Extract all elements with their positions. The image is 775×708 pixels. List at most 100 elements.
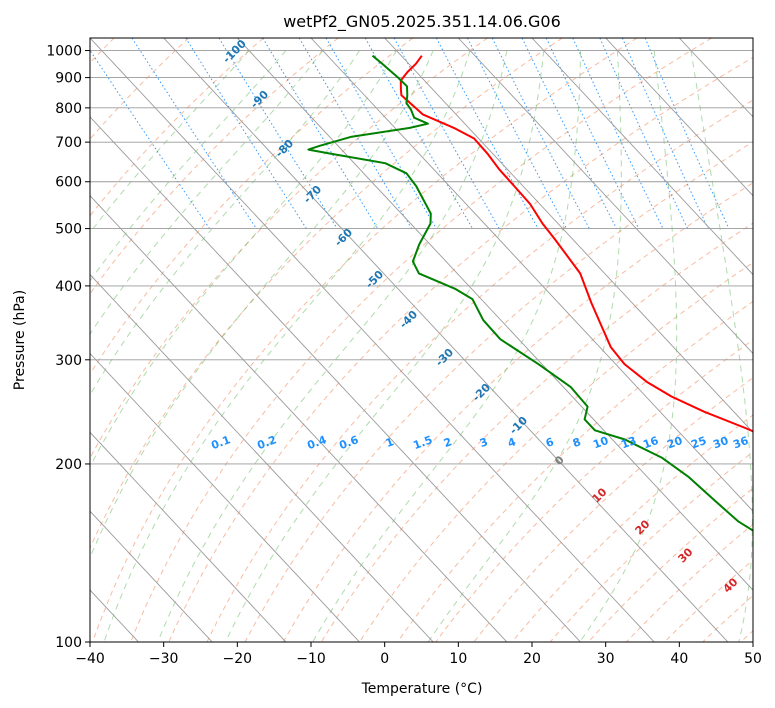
isotherm — [90, 38, 655, 642]
line-labels: -100-90-80-70-60-50-40-30-20-10010203040… — [209, 37, 750, 596]
isotherm — [310, 38, 753, 512]
x-tick-label: 40 — [670, 651, 688, 667]
isotherm — [90, 510, 213, 642]
x-tick-label: 10 — [449, 651, 467, 667]
y-tick-label: 1000 — [46, 44, 82, 60]
isotherm — [90, 273, 434, 642]
mixing-ratio-line — [644, 38, 730, 229]
y-axis-label: Pressure (hPa) — [12, 290, 28, 390]
dry-adiabat — [244, 141, 753, 642]
profile-series — [307, 54, 753, 532]
adiabat-label: 30 — [676, 545, 696, 565]
moist-adiabat — [103, 50, 471, 642]
mixing-ratio-label: 10 — [591, 434, 610, 452]
mixing-ratio-line — [491, 38, 590, 229]
adiabat-label: 0 — [552, 453, 567, 468]
x-tick-label: −10 — [296, 651, 326, 667]
dry-adiabat — [740, 630, 753, 642]
mixing-ratio-line — [185, 38, 307, 229]
isotherm — [605, 38, 753, 197]
dry-adiabat — [206, 99, 753, 642]
dry-adiabat — [90, 38, 264, 217]
x-tick-label: −20 — [223, 651, 253, 667]
dry-adiabat — [90, 38, 414, 375]
x-axis-ticks: −40 −30 −20 −10 0 10 20 30 40 50 — [75, 642, 762, 667]
mixing-ratio-label: 4 — [506, 435, 518, 450]
isotherm — [0, 38, 65, 642]
moist-adiabat — [157, 50, 508, 642]
x-tick-label: 20 — [523, 651, 541, 667]
isotherm — [90, 195, 508, 642]
adiabat-label: -10 — [507, 414, 530, 437]
moist-adiabat — [224, 50, 545, 642]
mixing-ratio-label: 2 — [442, 435, 454, 450]
x-tick-label: −40 — [75, 651, 105, 667]
adiabat-label: -50 — [363, 268, 386, 291]
dry-adiabat — [282, 182, 753, 642]
mixing-ratio-line — [393, 38, 500, 229]
adiabat-label: 40 — [721, 575, 741, 595]
moist-adiabat — [90, 50, 250, 234]
x-tick-label: 30 — [597, 651, 615, 667]
temperature-line — [399, 55, 753, 433]
mixing-ratio-line — [90, 49, 211, 229]
mixing-ratio-line — [545, 38, 640, 229]
dry-adiabat — [435, 339, 753, 642]
adiabat-label: 10 — [590, 485, 610, 505]
y-tick-label: 200 — [55, 457, 82, 473]
moist-adiabat — [690, 50, 753, 642]
dry-adiabat — [92, 38, 638, 642]
plot-frame — [89, 37, 754, 643]
isotherm — [90, 116, 581, 642]
dry-adiabat — [90, 38, 190, 140]
moist-adiabat — [90, 50, 360, 396]
dry-adiabat — [90, 38, 488, 459]
isotherm — [457, 38, 753, 355]
mixing-ratio-label: 36 — [731, 434, 750, 452]
mixing-ratio-label: 1.5 — [411, 433, 434, 452]
mixing-ratio-label: 1 — [384, 435, 396, 450]
dry-adiabat — [320, 222, 753, 642]
y-tick-label: 400 — [55, 279, 82, 295]
isotherm — [384, 38, 753, 433]
mixing-ratio-label: 6 — [544, 435, 556, 450]
x-tick-label: 50 — [744, 651, 762, 667]
mixing-ratio-line — [131, 38, 257, 229]
mixing-ratio-label: 3 — [478, 435, 490, 450]
adiabat-label: -40 — [397, 308, 420, 331]
dry-adiabat — [702, 594, 753, 642]
mixing-ratio-line — [364, 38, 474, 229]
y-tick-label: 700 — [55, 135, 82, 151]
mixing-ratio-label: 16 — [641, 434, 660, 452]
mixing-ratio-label: 0.4 — [305, 433, 328, 452]
adiabat-label: -30 — [433, 346, 456, 369]
isotherm — [163, 38, 729, 642]
dry-adiabat — [90, 38, 339, 295]
x-tick-label: 0 — [380, 651, 389, 667]
moist-adiabat — [579, 50, 678, 642]
x-tick-label: −30 — [149, 651, 179, 667]
isotherm — [678, 38, 753, 118]
dry-adiabat — [168, 56, 753, 642]
mixing-ratio-label: 30 — [711, 434, 730, 452]
adiabat-label: -100 — [220, 37, 249, 66]
isotherm — [90, 431, 287, 642]
y-tick-label: 100 — [55, 635, 82, 651]
mixing-ratio-line — [621, 38, 709, 229]
dewpoint-line — [307, 54, 753, 532]
mixing-ratio-label: 20 — [665, 434, 684, 452]
y-tick-label: 900 — [55, 71, 82, 87]
isotherm — [752, 38, 753, 39]
moist-adiabat — [312, 50, 581, 642]
y-tick-label: 300 — [55, 353, 82, 369]
mixing-ratio-label: 0.6 — [337, 433, 360, 452]
x-axis-label: Temperature (°C) — [361, 681, 483, 697]
mixing-ratio-line — [521, 38, 618, 229]
y-axis-ticks: 100 200 300 400 500 600 700 800 900 1000 — [46, 44, 90, 651]
adiabat-label: 20 — [633, 517, 653, 537]
mixing-ratio-label: 0.1 — [209, 433, 232, 452]
y-tick-label: 600 — [55, 175, 82, 191]
mixing-ratio-line — [467, 38, 568, 229]
moist-adiabat — [90, 50, 287, 282]
